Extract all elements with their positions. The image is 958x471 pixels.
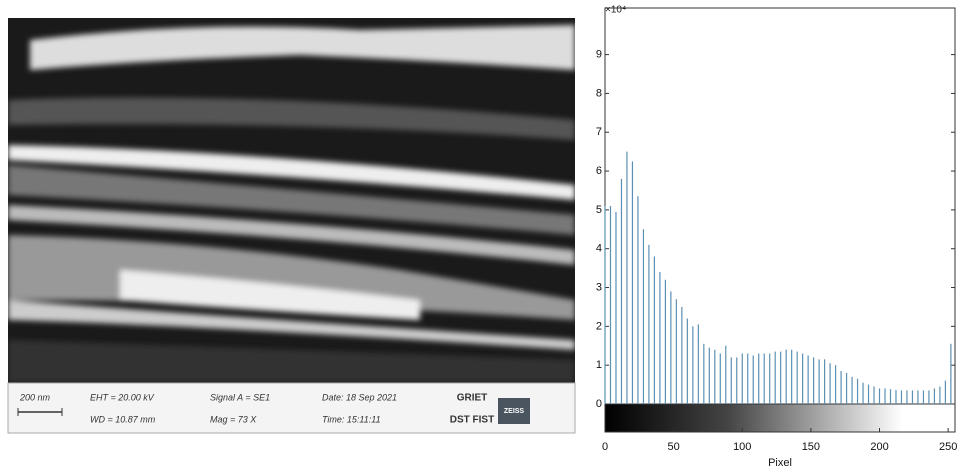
y-tick-label: 8 [596,87,602,99]
y-tick-label: 0 [596,398,602,410]
histogram: ×10⁴ Pixel 0 1 2 3 4 5 6 7 8 9 0 50 100 150 200 250 [596,5,957,469]
time: Time: 15:11:11 [322,414,381,424]
institute: GRIET [457,393,488,404]
y-tick-label: 3 [596,281,602,293]
mag: Mag = 73 X [210,414,257,424]
y-tick-label: 1 [596,359,602,371]
y-tick-label: 7 [596,126,602,138]
date: Date: 18 Sep 2021 [322,392,397,402]
x-tick-label: 250 [939,441,957,453]
x-tick-label: 0 [602,441,608,453]
x-tick-label: 100 [733,441,751,453]
wd: WD = 10.87 mm [90,414,156,424]
y-tick-label: 4 [596,243,602,255]
scale-label: 200 nm [19,392,51,402]
y-tick-label: 6 [596,165,602,177]
logo-box [498,398,530,424]
x-tick-label: 150 [802,441,820,453]
y-exponent: ×10⁴ [605,5,626,16]
plot-frame [604,7,956,405]
colorbar [604,403,956,433]
eht: EHT = 20.00 kV [90,392,155,402]
info-bar: 200 nm EHT = 20.00 kV WD = 10.87 mm Sign… [7,382,576,434]
y-tick-label: 5 [596,204,602,216]
x-axis-label: Pixel [768,457,792,469]
x-tick-label: 50 [668,441,680,453]
signal: Signal A = SE1 [210,392,270,402]
program: DST FIST [450,415,494,426]
sem-image [8,18,575,383]
y-tick-label: 2 [596,320,602,332]
x-tick-label: 200 [870,441,888,453]
logo: ZEISS [504,408,525,415]
y-tick-label: 9 [596,48,602,60]
